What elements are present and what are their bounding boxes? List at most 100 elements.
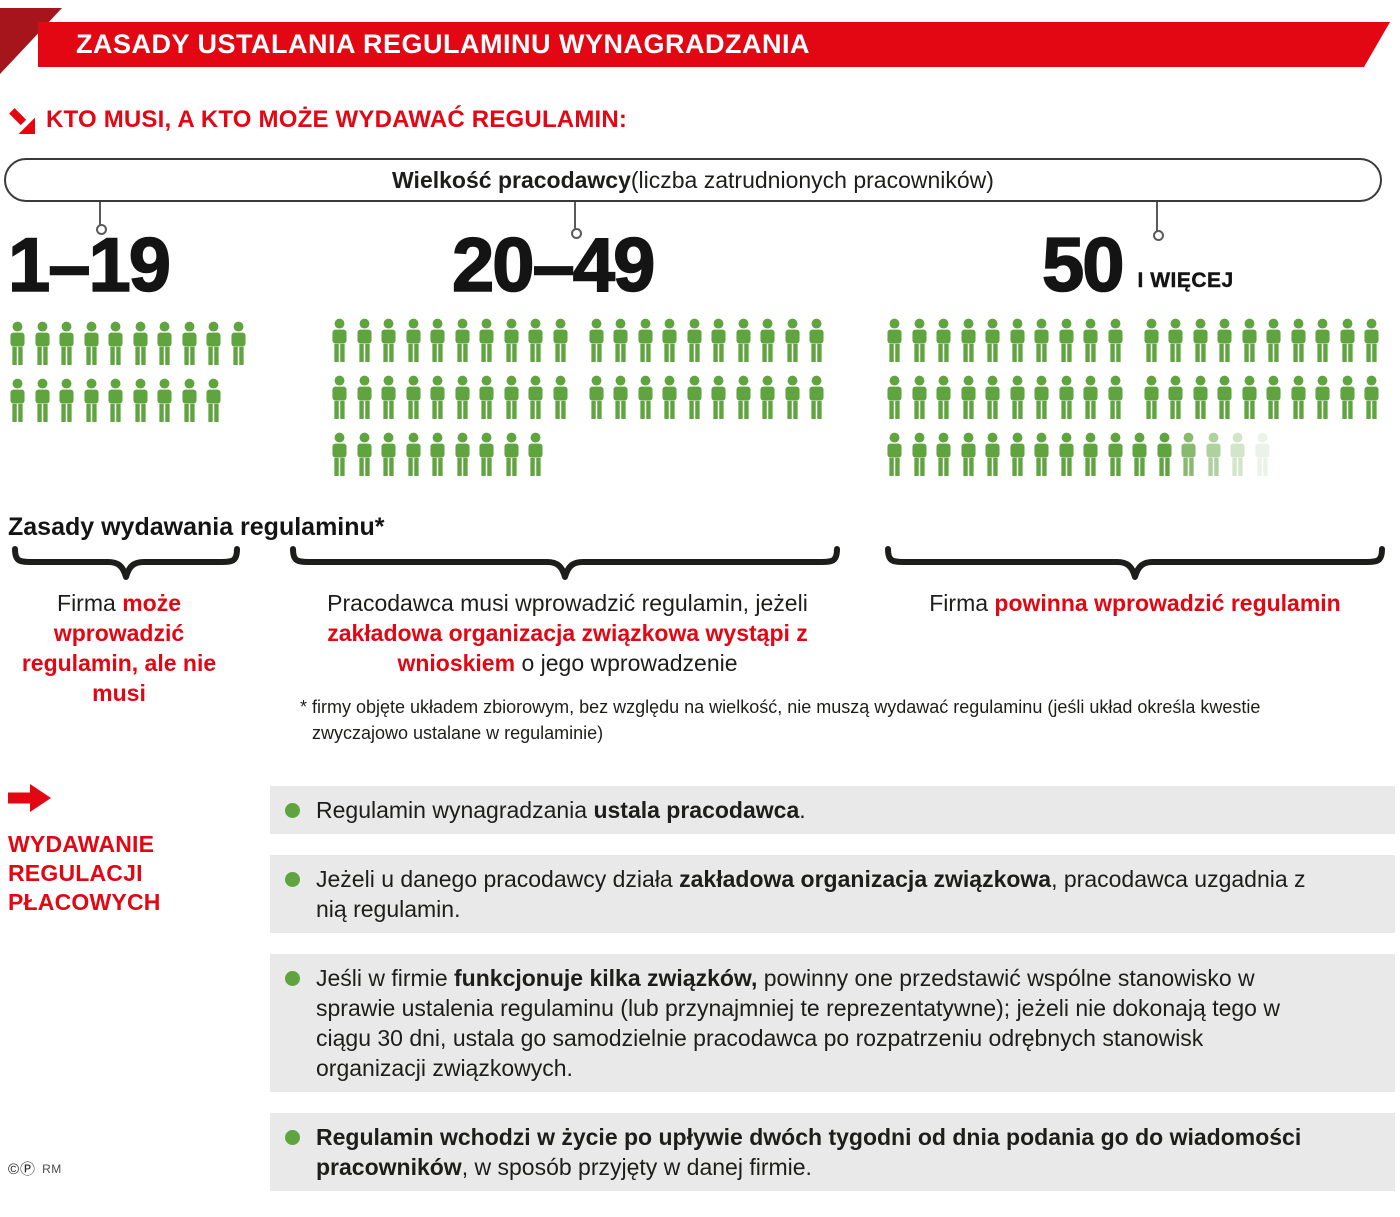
people-grid-20-49: [330, 318, 826, 477]
person-icon: [332, 375, 347, 419]
rules-heading: Zasady wydawania regulaminu*: [8, 513, 385, 541]
person-icon: [1217, 318, 1232, 362]
person-icon: [1266, 375, 1281, 419]
person-icon: [985, 375, 1000, 419]
bullet-icon: [285, 872, 300, 887]
person-icon: [1315, 318, 1330, 362]
person-icon: [108, 321, 123, 365]
person-icon: [356, 432, 372, 476]
person-icon: [503, 375, 519, 419]
person-icon: [588, 375, 604, 419]
person-icon: [1205, 432, 1221, 476]
person-icon: [1083, 432, 1098, 476]
person-icon: [552, 375, 568, 419]
person-icon: [637, 318, 653, 362]
person-icon: [784, 318, 800, 362]
person-icon: [1241, 375, 1257, 419]
person-icon: [405, 318, 421, 362]
person-icon: [10, 321, 25, 365]
people-grid-1-19: [8, 321, 248, 423]
arrow-right-icon: [8, 784, 51, 812]
copyright-marks: ©Ⓟ: [8, 1161, 37, 1178]
person-icon: [960, 318, 976, 362]
person-icon: [1034, 318, 1049, 362]
person-icon: [662, 375, 677, 419]
people-row: [885, 375, 1381, 420]
person-icon: [430, 432, 445, 476]
person-icon: [1107, 432, 1123, 476]
person-icon: [784, 375, 800, 419]
person-icon: [181, 321, 197, 365]
person-icon: [613, 375, 628, 419]
person-icon: [1339, 375, 1355, 419]
header-banner: ZASADY USTALANIA REGULAMINU WYNAGRADZANI…: [38, 22, 1390, 67]
person-icon: [1254, 432, 1270, 476]
person-icon: [132, 321, 148, 365]
brace-1-19: [12, 546, 240, 580]
person-icon: [381, 432, 396, 476]
person-icon: [1290, 375, 1306, 419]
person-icon: [1083, 318, 1098, 362]
issuing-label-line: PŁACOWYCH: [8, 889, 161, 915]
person-icon: [686, 375, 702, 419]
person-icon: [1058, 375, 1074, 419]
bullet-icon: [285, 803, 300, 818]
person-icon: [528, 432, 543, 476]
item-text: Regulamin wynagradzania ustala pracodawc…: [316, 797, 806, 823]
people-row: [8, 378, 248, 423]
person-icon: [181, 378, 197, 422]
list-item: Regulamin wynagradzania ustala pracodawc…: [270, 786, 1395, 834]
bullet-icon: [285, 971, 300, 986]
person-icon: [157, 378, 172, 422]
person-icon: [10, 378, 25, 422]
item-text: Jeżeli u danego pracodawcy działa zakład…: [316, 866, 1306, 922]
brace-50-plus: [885, 546, 1385, 580]
people-row: [885, 432, 1381, 477]
person-icon: [1058, 318, 1074, 362]
people-row: [330, 375, 826, 420]
person-icon: [83, 378, 99, 422]
person-icon: [1364, 375, 1379, 419]
pill-subtitle: (liczba zatrudnionych pracowników): [630, 166, 994, 193]
people-grid-50-plus: [885, 318, 1381, 477]
person-icon: [206, 378, 221, 422]
person-icon: [1168, 375, 1183, 419]
person-icon: [911, 318, 927, 362]
range-1-19: 1–19: [7, 223, 172, 308]
person-icon: [637, 375, 653, 419]
person-icon: [1290, 318, 1306, 362]
person-icon: [760, 318, 775, 362]
person-icon: [1107, 318, 1123, 362]
person-icon: [454, 318, 470, 362]
person-icon: [613, 318, 628, 362]
connector-line: [96, 202, 107, 235]
person-icon: [108, 378, 123, 422]
person-icon: [662, 318, 677, 362]
person-icon: [230, 321, 246, 365]
person-icon: [1241, 318, 1257, 362]
person-icon: [985, 432, 1000, 476]
person-icon: [479, 432, 494, 476]
person-icon: [735, 318, 751, 362]
person-icon: [911, 432, 927, 476]
list-item: Jeśli w firmie funkcjonuje kilka związkó…: [270, 954, 1395, 1092]
range-50-suffix: I WIĘCEJ: [1137, 269, 1234, 292]
person-icon: [711, 375, 726, 419]
person-icon: [1315, 375, 1330, 419]
person-icon: [1364, 318, 1379, 362]
person-icon: [34, 321, 50, 365]
person-icon: [59, 378, 74, 422]
person-icon: [405, 375, 421, 419]
person-icon: [83, 321, 99, 365]
person-icon: [887, 432, 902, 476]
person-icon: [1009, 318, 1025, 362]
footer-credits: ©Ⓟ RM: [8, 1158, 62, 1179]
items-list: Regulamin wynagradzania ustala pracodawc…: [270, 786, 1395, 1191]
issuing-label-line: WYDAWANIE: [8, 831, 155, 857]
pill-title: Wielkość pracodawcy: [392, 166, 631, 193]
person-icon: [911, 375, 927, 419]
people-row: [8, 321, 248, 366]
person-icon: [1217, 375, 1232, 419]
rule-note-20-49: Pracodawca musi wprowadzić regulamin, je…: [327, 590, 808, 676]
